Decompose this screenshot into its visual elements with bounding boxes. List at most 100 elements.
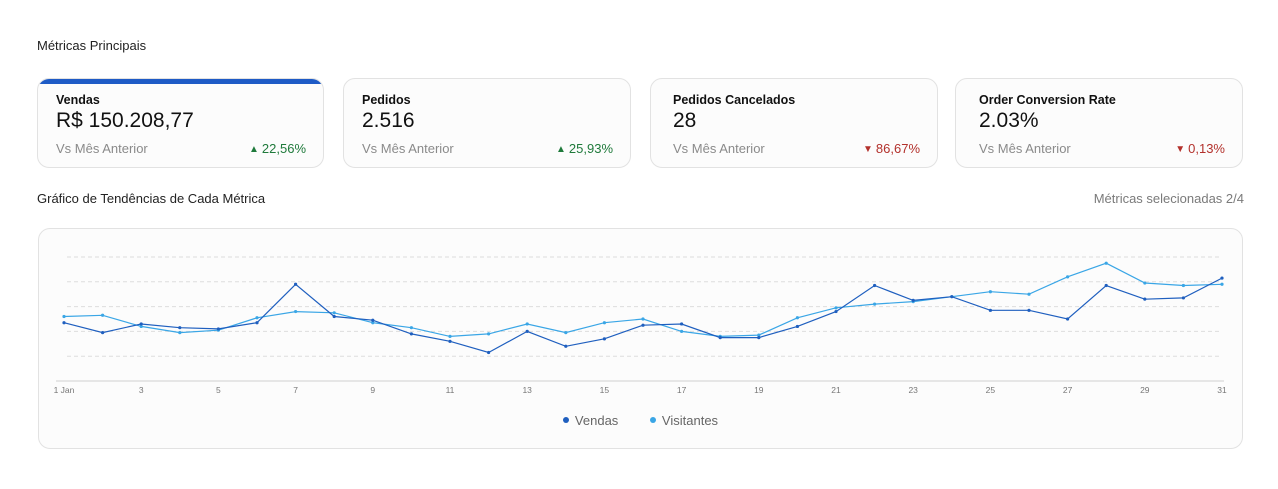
data-point-visitantes xyxy=(1066,275,1070,279)
data-point-visitantes xyxy=(602,321,607,325)
data-point-vendas xyxy=(1027,308,1031,312)
legend-item-visitantes[interactable]: Visitantes xyxy=(649,413,719,428)
data-point-vendas xyxy=(564,344,568,348)
chart-legend: Vendas Visitantes xyxy=(39,413,1242,428)
metric-card-delta-value: 86,67% xyxy=(875,141,920,156)
legend-item-vendas[interactable]: Vendas xyxy=(562,413,619,428)
metric-card-label: Vendas xyxy=(56,93,100,107)
x-tick-label: 21 xyxy=(831,385,841,395)
data-point-visitantes xyxy=(371,321,375,325)
metric-card-delta: ▼ 0,13% xyxy=(1175,141,1225,156)
metric-card-value: R$ 150.208,77 xyxy=(56,109,194,132)
metric-card-delta-value: 25,93% xyxy=(568,141,613,156)
x-tick-label: 25 xyxy=(986,385,996,395)
data-point-visitantes xyxy=(1027,292,1031,296)
data-point-vendas xyxy=(139,322,143,326)
x-tick-label: 3 xyxy=(139,385,144,395)
data-point-visitantes xyxy=(680,329,684,333)
metric-card-label: Pedidos xyxy=(362,93,411,107)
data-point-visitantes xyxy=(1181,283,1185,288)
metric-card-vendas[interactable]: Vendas R$ 150.208,77 Vs Mês Anterior ▲ 22… xyxy=(37,78,324,168)
data-point-visitantes xyxy=(1220,282,1224,286)
data-point-visitantes xyxy=(255,316,259,320)
data-point-vendas xyxy=(448,339,452,343)
metric-card-order-conversion-rate[interactable]: Order Conversion Rate 2.03% Vs Mês Anter… xyxy=(955,78,1243,168)
data-point-vendas xyxy=(988,308,993,312)
data-point-visitantes xyxy=(988,290,993,294)
trend-chart: 1 Jan 3 5 7 9 11 13 15 17 19 21 23 25 27 29 31 Vendas V… xyxy=(38,228,1243,449)
data-point-vendas xyxy=(1181,296,1185,300)
data-point-visitantes xyxy=(139,324,143,329)
metric-card-delta: ▲ 22,56% xyxy=(249,141,306,156)
data-point-vendas xyxy=(525,329,529,333)
data-point-vendas xyxy=(294,282,298,286)
x-tick-label: 27 xyxy=(1063,385,1073,395)
data-point-vendas xyxy=(1143,297,1147,301)
data-point-visitantes xyxy=(178,331,182,335)
metric-card-label: Pedidos Cancelados xyxy=(673,93,796,107)
data-point-visitantes xyxy=(294,309,298,314)
data-point-visitantes xyxy=(873,302,877,306)
x-tick-label: 1 Jan xyxy=(54,385,75,395)
data-point-vendas xyxy=(795,324,800,329)
data-point-visitantes xyxy=(448,334,452,338)
x-tick-label: 9 xyxy=(370,385,375,395)
data-point-visitantes xyxy=(332,311,336,315)
data-point-vendas xyxy=(409,332,413,336)
legend-dot-icon xyxy=(649,417,656,423)
data-point-vendas xyxy=(950,295,954,299)
legend-label: Visitantes xyxy=(661,413,719,428)
data-point-visitantes xyxy=(757,333,761,337)
data-point-vendas xyxy=(332,314,336,319)
triangle-up-icon: ▲ xyxy=(249,144,259,155)
triangle-down-icon: ▼ xyxy=(863,144,873,155)
data-point-vendas xyxy=(757,336,761,340)
metric-card-delta-value: 22,56% xyxy=(261,141,306,156)
metric-card-value: 2.03% xyxy=(979,109,1039,132)
legend-label: Vendas xyxy=(574,413,619,428)
data-point-visitantes xyxy=(1143,281,1147,285)
data-point-vendas xyxy=(873,283,877,288)
x-tick-label: 17 xyxy=(677,385,687,395)
data-point-visitantes xyxy=(101,313,105,317)
data-point-vendas xyxy=(101,331,105,335)
metric-card-pedidos-cancelados[interactable]: Pedidos Cancelados 28 Vs Mês Anterior ▼ 8… xyxy=(650,78,938,168)
metric-card-compare: Vs Mês Anterior xyxy=(362,141,454,156)
x-tick-label: 15 xyxy=(600,385,610,395)
metric-card-compare: Vs Mês Anterior xyxy=(673,141,765,156)
data-point-vendas xyxy=(216,327,220,331)
data-point-visitantes xyxy=(1104,261,1108,265)
metric-card-delta-value: 0,13% xyxy=(1188,141,1225,156)
data-point-vendas xyxy=(371,318,375,322)
metric-card-pedidos[interactable]: Pedidos 2.516 Vs Mês Anterior ▲ 25,93% xyxy=(343,78,631,168)
data-point-visitantes xyxy=(834,306,838,310)
x-tick-label: 5 xyxy=(216,385,221,395)
trend-chart-svg: 1 Jan 3 5 7 9 11 13 15 17 19 21 23 25 27 29 31 xyxy=(54,256,1227,395)
metric-card-compare: Vs Mês Anterior xyxy=(56,141,148,156)
trend-chart-title: Gráfico de Tendências de Cada Métrica xyxy=(37,191,266,206)
data-point-vendas xyxy=(255,321,259,325)
data-point-visitantes xyxy=(795,316,800,320)
x-tick-label: 11 xyxy=(446,385,455,395)
series-line-vendas xyxy=(63,277,1223,354)
triangle-up-icon: ▲ xyxy=(556,144,566,155)
data-point-visitantes xyxy=(62,314,66,319)
data-point-vendas xyxy=(718,336,722,340)
metric-card-delta: ▼ 86,67% xyxy=(863,141,920,156)
data-point-vendas xyxy=(1104,283,1108,288)
data-point-vendas xyxy=(834,309,838,314)
data-point-visitantes xyxy=(487,332,491,336)
selected-metrics-count: Métricas selecionadas 2/4 xyxy=(1093,191,1244,206)
data-point-visitantes xyxy=(564,331,568,335)
x-tick-label: 19 xyxy=(754,385,764,395)
main-metrics-title: Métricas Principais xyxy=(37,38,147,53)
data-point-vendas xyxy=(1066,317,1070,321)
data-point-vendas xyxy=(641,323,645,327)
data-point-vendas xyxy=(911,298,915,302)
data-point-visitantes xyxy=(409,326,413,330)
data-point-vendas xyxy=(178,326,182,330)
x-tick-label: 7 xyxy=(293,385,298,395)
data-point-vendas xyxy=(62,321,66,325)
metric-card-value: 2.516 xyxy=(362,109,415,132)
data-point-vendas xyxy=(1220,276,1224,280)
